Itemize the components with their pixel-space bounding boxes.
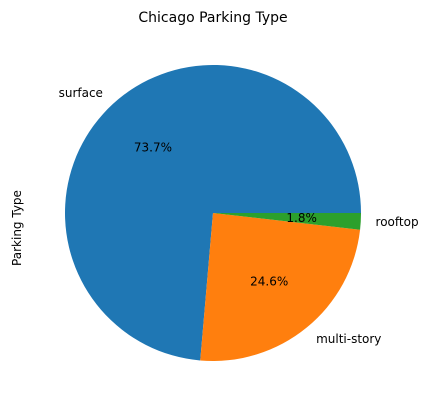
- slice-percent-label: 1.8%: [286, 211, 317, 225]
- y-axis-label: Parking Type: [10, 190, 24, 266]
- slice-percent-label: 73.7%: [134, 141, 172, 155]
- slice-label: rooftop: [376, 215, 419, 229]
- pie-slice-rooftop: [213, 213, 361, 230]
- slice-label: surface: [59, 86, 103, 100]
- pie-slice-surface: [65, 65, 362, 361]
- chart-title: Chicago Parking Type: [138, 10, 287, 26]
- slice-percent-label: 24.6%: [250, 275, 288, 289]
- pie-slice-multi-story: [200, 213, 361, 362]
- pie-slices: [65, 65, 362, 362]
- slice-label: multi-story: [316, 332, 381, 346]
- pie-labels: surface 73.7% multi-story 24.6% rooftop 1.8%: [59, 86, 419, 346]
